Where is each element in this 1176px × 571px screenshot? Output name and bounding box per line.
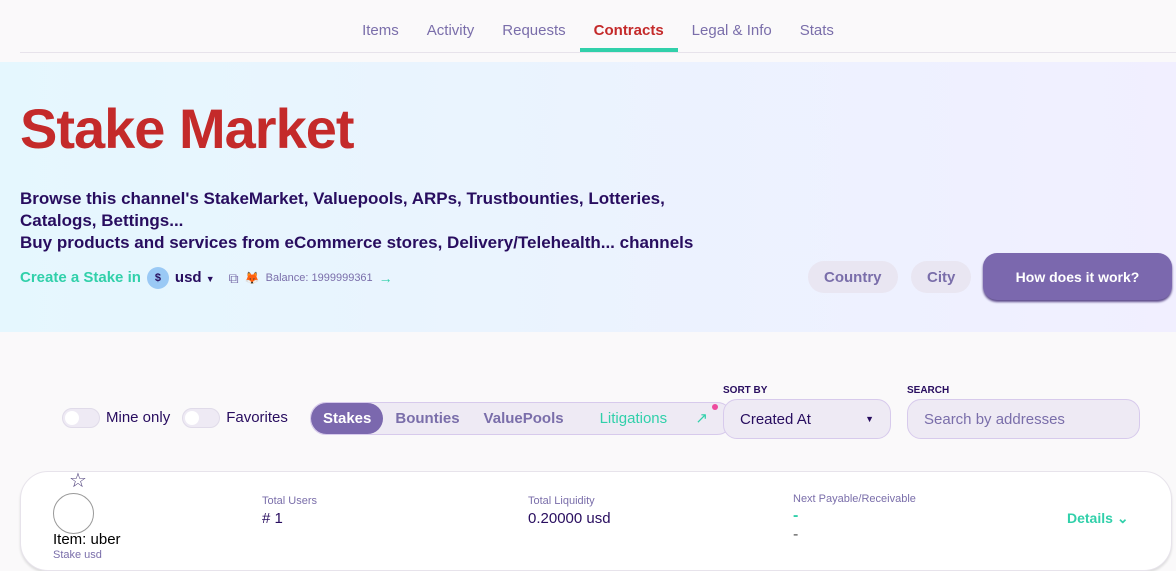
sort-label: SORT BY xyxy=(723,385,768,396)
page-title: Stake Market xyxy=(20,97,355,160)
litigations-label: Litigations xyxy=(599,410,668,427)
page-description: Browse this channel's StakeMarket, Value… xyxy=(20,188,693,254)
arrow-right-icon[interactable]: → xyxy=(378,270,393,286)
tab-stats[interactable]: Stats xyxy=(799,22,834,39)
city-button[interactable]: City xyxy=(911,261,972,293)
top-nav: Items Activity Requests Contracts Legal … xyxy=(20,0,1176,53)
mine-only-filter: Mine only xyxy=(62,408,170,428)
desc-line: Browse this channel's StakeMarket, Value… xyxy=(20,189,665,208)
favorites-filter: Favorites xyxy=(182,408,288,428)
notification-dot xyxy=(712,404,718,410)
favorites-label: Favorites xyxy=(226,409,288,426)
sort-value: Created At xyxy=(740,410,811,428)
currency-select[interactable]: usd ▼ xyxy=(175,269,215,288)
currency-value: usd xyxy=(174,268,202,286)
stake-card: ☆ Item: uber Stake usd Total Users # 1 T… xyxy=(20,470,1172,571)
desc-line: Buy products and services from eCommerce… xyxy=(20,233,694,252)
details-label: Details xyxy=(1067,510,1113,526)
create-stake-row: Create a Stake in $ usd ▼ ⧉ 🦊 Balance: 1… xyxy=(20,267,393,289)
next-payable-label: Next Payable/Receivable xyxy=(793,493,916,505)
caret-down-icon: ▼ xyxy=(865,414,874,424)
tab-legal[interactable]: Legal & Info xyxy=(691,22,772,39)
caret-down-icon: ▼ xyxy=(205,273,215,284)
star-icon[interactable]: ☆ xyxy=(69,470,87,492)
total-users-label: Total Users xyxy=(262,495,318,507)
favorites-toggle[interactable] xyxy=(182,408,221,428)
item-subtitle: Stake usd xyxy=(53,549,102,561)
desc-line: Catalogs, Bettings... xyxy=(20,211,184,230)
country-button[interactable]: Country xyxy=(808,261,898,293)
metamask-fox-icon: 🦊 xyxy=(244,271,260,285)
hero-banner: Stake Market Browse this channel's Stake… xyxy=(0,62,1176,332)
sort-select[interactable]: Created At ▼ xyxy=(723,399,891,439)
how-it-works-button[interactable]: How does it work? xyxy=(983,253,1172,300)
mine-only-toggle[interactable] xyxy=(62,408,100,428)
balance: Balance: 1999999361 xyxy=(265,272,373,284)
contract-type-tabs: Stakes Bounties ValuePools Litigations ↗ xyxy=(310,402,733,435)
item-name: Item: uber xyxy=(53,531,121,548)
mine-only-label: Mine only xyxy=(106,409,171,426)
tab-items[interactable]: Items xyxy=(362,22,399,39)
total-users-value: # 1 xyxy=(262,510,283,527)
toggle-filters: Mine only Favorites xyxy=(62,408,288,428)
next-payable-value: - xyxy=(793,507,799,524)
create-stake-link[interactable]: Create a Stake in xyxy=(20,269,141,286)
next-receivable-value: - xyxy=(793,526,799,543)
tab-litigations[interactable]: Litigations ↗ xyxy=(576,403,732,434)
total-liquidity-value: 0.20000 usd xyxy=(528,510,611,527)
tab-requests[interactable]: Requests xyxy=(502,22,566,39)
search-input[interactable] xyxy=(907,399,1140,439)
search-label: SEARCH xyxy=(907,385,950,396)
tab-contracts[interactable]: Contracts xyxy=(579,0,678,52)
dollar-coin-icon: $ xyxy=(146,267,169,289)
total-liquidity-label: Total Liquidity xyxy=(528,495,595,507)
chevron-down-icon: ⌄ xyxy=(1116,510,1129,526)
avatar xyxy=(53,493,94,534)
external-link-icon: ↗ xyxy=(695,410,708,427)
tab-activity[interactable]: Activity xyxy=(426,22,475,39)
tab-stakes[interactable]: Stakes xyxy=(311,403,384,434)
tab-valuepools[interactable]: ValuePools xyxy=(483,410,564,427)
tab-bounties[interactable]: Bounties xyxy=(395,410,460,427)
details-button[interactable]: Details ⌄ xyxy=(1067,509,1129,527)
copy-icon[interactable]: ⧉ xyxy=(228,270,239,286)
